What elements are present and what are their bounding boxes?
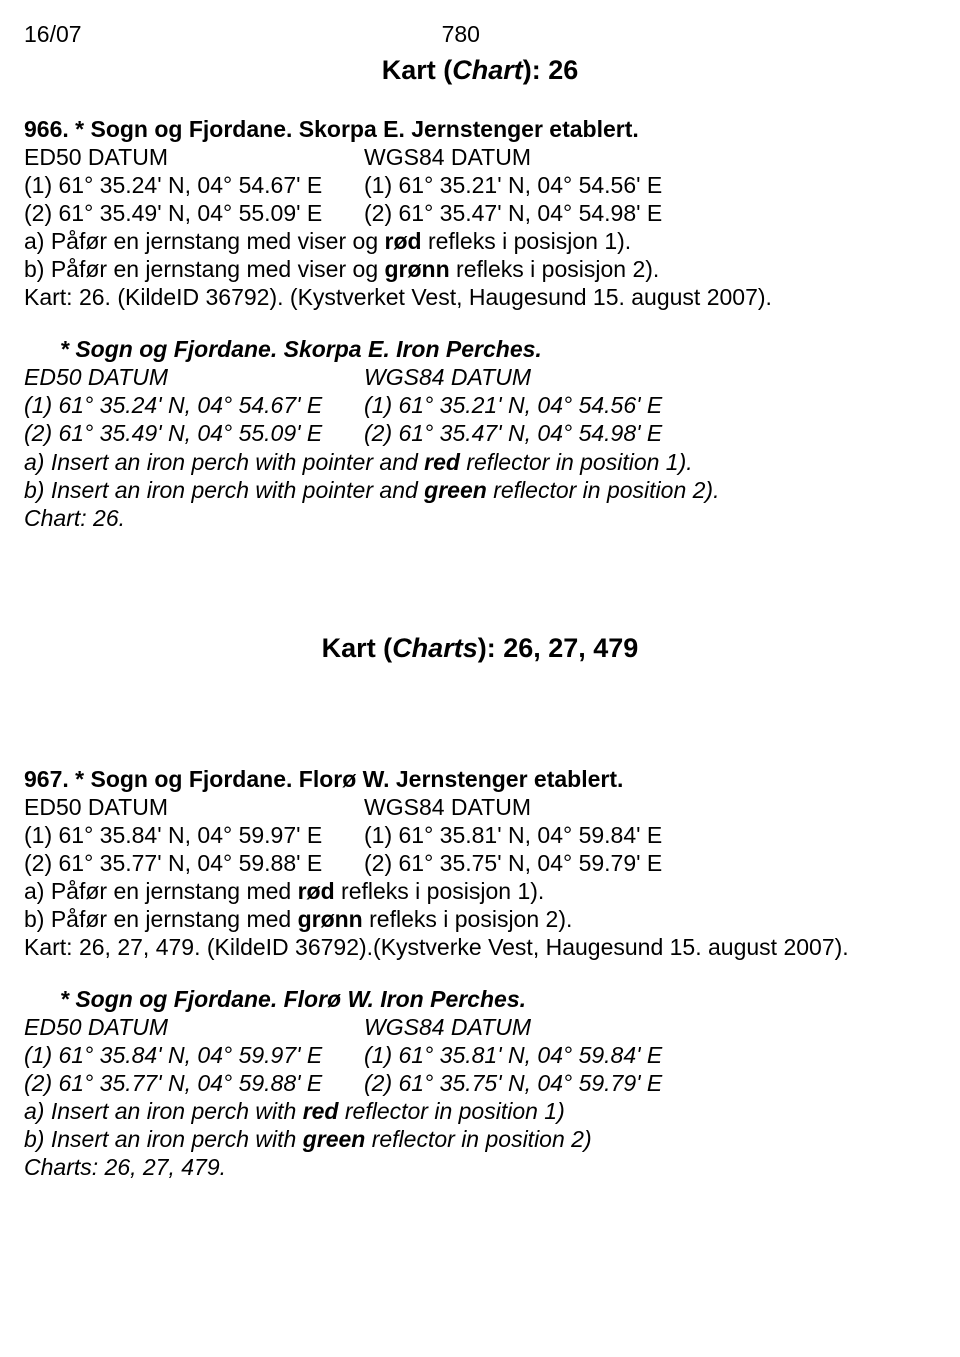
- page-header: 16/07 780: [24, 20, 936, 48]
- datum-wgs84: WGS84 DATUM: [364, 143, 531, 171]
- b-bold: grønn: [385, 256, 450, 282]
- a-pre: a) Påfør en jernstang med viser og: [24, 228, 385, 254]
- b-bold-en: green: [424, 477, 487, 503]
- notice-966-en-title: * Sogn og Fjordane. Skorpa E. Iron Perch…: [60, 335, 936, 363]
- notice-966-en-a: a) Insert an iron perch with pointer and…: [24, 448, 936, 476]
- a-post-967en: reflector in position 1): [338, 1098, 564, 1124]
- b-pre-967: b) Påfør en jernstang med: [24, 906, 298, 932]
- coord-1-ed50-967: (1) 61° 35.84' N, 04° 59.97' E: [24, 821, 364, 849]
- coord-row-2-967en: (2) 61° 35.77' N, 04° 59.88' E (2) 61° 3…: [24, 1069, 936, 1097]
- coord-2-wgs84-967en: (2) 61° 35.75' N, 04° 59.79' E: [364, 1069, 662, 1097]
- coord-row-1-967en: (1) 61° 35.84' N, 04° 59.97' E (1) 61° 3…: [24, 1041, 936, 1069]
- notice-966-en: * Sogn og Fjordane. Skorpa E. Iron Perch…: [24, 335, 936, 531]
- datum-ed50-967: ED50 DATUM: [24, 793, 364, 821]
- notice-967-title: 967. * Sogn og Fjordane. Florø W. Jernst…: [24, 765, 936, 793]
- a-bold: rød: [385, 228, 422, 254]
- datum-header: ED50 DATUM WGS84 DATUM: [24, 143, 936, 171]
- a-pre-en: a) Insert an iron perch with pointer and: [24, 449, 424, 475]
- coord-2-wgs84-967: (2) 61° 35.75' N, 04° 59.79' E: [364, 849, 662, 877]
- coord-2-ed50-en: (2) 61° 35.49' N, 04° 55.09' E: [24, 419, 364, 447]
- a-pre-967en: a) Insert an iron perch with: [24, 1098, 303, 1124]
- coord-1-wgs84-en: (1) 61° 35.21' N, 04° 54.56' E: [364, 391, 662, 419]
- notice-967: 967. * Sogn og Fjordane. Florø W. Jernst…: [24, 765, 936, 961]
- coord-2-ed50-967: (2) 61° 35.77' N, 04° 59.88' E: [24, 849, 364, 877]
- coord-row-1-en: (1) 61° 35.24' N, 04° 54.67' E (1) 61° 3…: [24, 391, 936, 419]
- notice-967-source: Kart: 26, 27, 479. (KildeID 36792).(Kyst…: [24, 933, 936, 961]
- chart-title-26: Kart (Chart): 26: [24, 54, 936, 87]
- coord-1-wgs84-967: (1) 61° 35.81' N, 04° 59.84' E: [364, 821, 662, 849]
- coord-2-ed50-967en: (2) 61° 35.77' N, 04° 59.88' E: [24, 1069, 364, 1097]
- coord-1-wgs84-967en: (1) 61° 35.81' N, 04° 59.84' E: [364, 1041, 662, 1069]
- notice-967-en-chart: Charts: 26, 27, 479.: [24, 1153, 936, 1181]
- notice-966-title: 966. * Sogn og Fjordane. Skorpa E. Jerns…: [24, 115, 936, 143]
- b-post: refleks i posisjon 2).: [450, 256, 660, 282]
- header-page: 780: [442, 20, 480, 48]
- coord-2-wgs84-en: (2) 61° 35.47' N, 04° 54.98' E: [364, 419, 662, 447]
- notice-967-en-title: * Sogn og Fjordane. Florø W. Iron Perche…: [60, 985, 936, 1013]
- chart-title2-italic: Charts: [392, 633, 478, 663]
- notice-967-b: b) Påfør en jernstang med grønn refleks …: [24, 905, 936, 933]
- datum-wgs84-967: WGS84 DATUM: [364, 793, 531, 821]
- datum-ed50-967en: ED50 DATUM: [24, 1013, 364, 1041]
- b-bold-967: grønn: [298, 906, 363, 932]
- a-bold-967en: red: [303, 1098, 339, 1124]
- coord-row-2-en: (2) 61° 35.49' N, 04° 55.09' E (2) 61° 3…: [24, 419, 936, 447]
- chart-title-prefix: Kart (: [382, 55, 453, 85]
- notice-967-a: a) Påfør en jernstang med rød refleks i …: [24, 877, 936, 905]
- b-pre-967en: b) Insert an iron perch with: [24, 1126, 303, 1152]
- header-issue: 16/07: [24, 20, 82, 48]
- notice-967-en-a: a) Insert an iron perch with red reflect…: [24, 1097, 936, 1125]
- datum-ed50: ED50 DATUM: [24, 143, 364, 171]
- coord-2-wgs84: (2) 61° 35.47' N, 04° 54.98' E: [364, 199, 662, 227]
- notice-966-a: a) Påfør en jernstang med viser og rød r…: [24, 227, 936, 255]
- notice-966-en-b: b) Insert an iron perch with pointer and…: [24, 476, 936, 504]
- coord-1-wgs84: (1) 61° 35.21' N, 04° 54.56' E: [364, 171, 662, 199]
- notice-966-b: b) Påfør en jernstang med viser og grønn…: [24, 255, 936, 283]
- chart-title-26-27-479: Kart (Charts): 26, 27, 479: [24, 632, 936, 665]
- chart-title-suffix: ): 26: [523, 55, 579, 85]
- a-pre-967: a) Påfør en jernstang med: [24, 878, 298, 904]
- chart-title-italic: Chart: [452, 55, 523, 85]
- b-bold-967en: green: [303, 1126, 366, 1152]
- chart-title2-suffix: ): 26, 27, 479: [478, 633, 639, 663]
- notice-966-source: Kart: 26. (KildeID 36792). (Kystverket V…: [24, 283, 936, 311]
- notice-966: 966. * Sogn og Fjordane. Skorpa E. Jerns…: [24, 115, 936, 311]
- a-bold-967: rød: [298, 878, 335, 904]
- b-post-967: refleks i posisjon 2).: [363, 906, 573, 932]
- datum-ed50-en: ED50 DATUM: [24, 363, 364, 391]
- datum-wgs84-967en: WGS84 DATUM: [364, 1013, 531, 1041]
- coord-row-2: (2) 61° 35.49' N, 04° 55.09' E (2) 61° 3…: [24, 199, 936, 227]
- notice-966-en-chart: Chart: 26.: [24, 504, 936, 532]
- b-post-967en: reflector in position 2): [365, 1126, 591, 1152]
- datum-wgs84-en: WGS84 DATUM: [364, 363, 531, 391]
- datum-header-967: ED50 DATUM WGS84 DATUM: [24, 793, 936, 821]
- coord-1-ed50-en: (1) 61° 35.24' N, 04° 54.67' E: [24, 391, 364, 419]
- coord-1-ed50-967en: (1) 61° 35.84' N, 04° 59.97' E: [24, 1041, 364, 1069]
- datum-header-en: ED50 DATUM WGS84 DATUM: [24, 363, 936, 391]
- b-post-en: reflector in position 2).: [487, 477, 720, 503]
- b-pre: b) Påfør en jernstang med viser og: [24, 256, 385, 282]
- datum-header-967en: ED50 DATUM WGS84 DATUM: [24, 1013, 936, 1041]
- a-post-en: reflector in position 1).: [460, 449, 693, 475]
- a-post-967: refleks i posisjon 1).: [335, 878, 545, 904]
- coord-row-1-967: (1) 61° 35.84' N, 04° 59.97' E (1) 61° 3…: [24, 821, 936, 849]
- chart-title2-prefix: Kart (: [322, 633, 393, 663]
- a-post: refleks i posisjon 1).: [422, 228, 632, 254]
- coord-1-ed50: (1) 61° 35.24' N, 04° 54.67' E: [24, 171, 364, 199]
- a-bold-en: red: [424, 449, 460, 475]
- coord-row-1: (1) 61° 35.24' N, 04° 54.67' E (1) 61° 3…: [24, 171, 936, 199]
- b-pre-en: b) Insert an iron perch with pointer and: [24, 477, 424, 503]
- notice-967-en: * Sogn og Fjordane. Florø W. Iron Perche…: [24, 985, 936, 1181]
- coord-2-ed50: (2) 61° 35.49' N, 04° 55.09' E: [24, 199, 364, 227]
- notice-967-en-b: b) Insert an iron perch with green refle…: [24, 1125, 936, 1153]
- coord-row-2-967: (2) 61° 35.77' N, 04° 59.88' E (2) 61° 3…: [24, 849, 936, 877]
